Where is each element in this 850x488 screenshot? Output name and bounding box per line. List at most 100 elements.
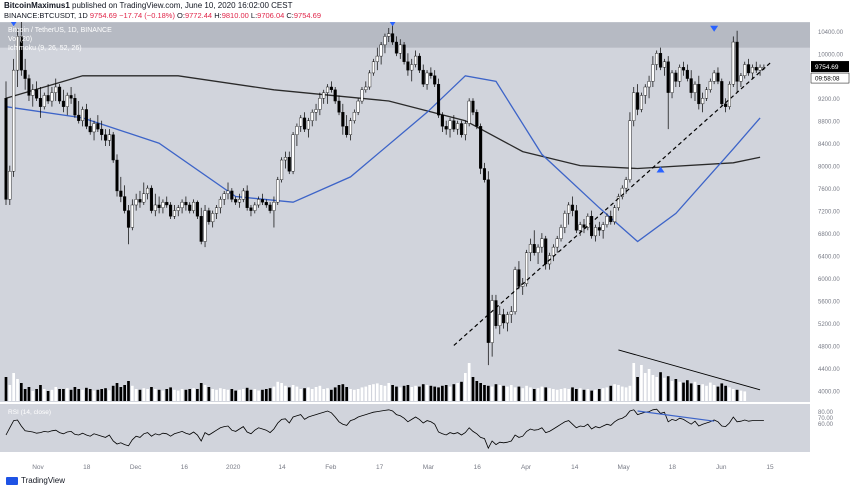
tradingview-logo[interactable]: TradingView: [6, 476, 65, 485]
overlay-volume: Vol (20): [8, 36, 33, 43]
volume-bar: [31, 391, 35, 401]
candle-body: [165, 201, 169, 206]
rsi-tick-label: 70.00: [818, 416, 834, 422]
footer: TradingView: [0, 474, 850, 488]
candle-body: [605, 216, 609, 225]
candle-body: [42, 95, 46, 107]
candle-body: [544, 238, 548, 265]
price-tick-label: 6400.00: [818, 255, 840, 261]
open-value: 9772.44: [184, 11, 213, 20]
volume-bar: [169, 387, 172, 401]
volume-bar: [364, 386, 368, 401]
price-tick-label: 6000.00: [818, 277, 840, 283]
volume-bar: [494, 384, 498, 401]
volume-bar: [640, 365, 643, 401]
publish-line: BitcoinMaximus1 published on TradingView…: [4, 1, 292, 10]
candle-body: [379, 44, 383, 57]
candle-body: [459, 123, 464, 135]
volume-bar: [728, 387, 731, 401]
chart-header: BitcoinMaximus1 published on TradingView…: [0, 0, 850, 22]
volume-bar: [130, 385, 134, 401]
high-value: 9810.00: [221, 11, 249, 20]
volume-bar: [280, 383, 283, 401]
volume-bar: [85, 387, 88, 401]
volume-bar: [525, 385, 528, 401]
candle-body: [559, 227, 563, 239]
candlestick-chart[interactable]: 10400.0010000.009600.009200.008800.00840…: [0, 19, 850, 474]
volume-bar: [395, 386, 398, 401]
volume-bar: [100, 389, 104, 401]
volume-bar: [421, 384, 425, 401]
candle-body: [704, 89, 709, 99]
candle-body: [440, 114, 444, 127]
volume-bar: [241, 389, 245, 401]
candle-body: [486, 179, 490, 343]
volume-bar: [605, 387, 609, 401]
candle-body: [8, 171, 12, 200]
candle-body: [142, 193, 146, 203]
candle-body: [712, 72, 716, 82]
candle-body: [35, 89, 39, 99]
candle-body: [176, 207, 180, 211]
candle-body: [582, 224, 586, 228]
volume-bar: [211, 389, 215, 401]
candle-body: [597, 227, 601, 231]
volume-bar: [724, 385, 727, 401]
candle-body: [402, 44, 406, 62]
time-tick-label: Mar: [423, 464, 435, 471]
volume-bar: [318, 385, 322, 401]
volume-bar: [375, 383, 379, 401]
volume-bar: [268, 388, 272, 401]
candle-body: [674, 72, 678, 82]
volume-bar: [69, 389, 73, 401]
candle-body: [280, 159, 284, 180]
candle-body: [161, 201, 165, 208]
volume-bar: [226, 389, 230, 401]
candle-body: [624, 179, 628, 189]
candle-body: [31, 89, 35, 96]
candle-body: [555, 238, 559, 248]
candle-body: [84, 109, 88, 127]
volume-bar: [506, 386, 509, 401]
volume-bar: [578, 388, 582, 401]
price-tick-label: 4800.00: [818, 344, 840, 350]
price-tick-label: 8800.00: [818, 120, 840, 126]
candle-body: [172, 210, 176, 217]
moving-average-black: [5, 75, 761, 170]
time-tick-label: 15: [766, 464, 774, 471]
time-tick-label: 17: [376, 464, 384, 471]
volume-bar: [310, 389, 314, 401]
candle-body: [46, 95, 50, 102]
volume-bar: [299, 389, 303, 401]
volume-bar: [199, 383, 203, 401]
volume-bar: [555, 389, 559, 401]
volume-bar: [253, 389, 257, 401]
candle-body: [73, 98, 77, 116]
candle-body: [681, 67, 686, 71]
volume-bar: [739, 390, 743, 401]
volume-bar: [50, 389, 54, 401]
candle-body: [15, 36, 20, 71]
time-axis-bg: [0, 452, 850, 474]
volume-bar: [138, 389, 142, 401]
moving-average-blue: [5, 75, 761, 243]
volume-bar: [716, 386, 720, 401]
candle-body: [505, 314, 509, 324]
volume-bar: [264, 389, 268, 401]
time-tick-label: Dec: [130, 464, 142, 471]
chart-area[interactable]: 10400.0010000.009600.009200.008800.00840…: [0, 19, 850, 474]
price-tick-label: 8000.00: [818, 165, 840, 171]
volume-bar: [19, 383, 23, 401]
volume-bar: [42, 389, 46, 401]
candle-body: [111, 134, 115, 161]
volume-bar: [448, 386, 452, 401]
volume-bar: [230, 389, 234, 401]
candle-body: [218, 199, 222, 208]
volume-bar: [686, 380, 689, 401]
volume-bar: [379, 385, 383, 401]
volume-bar: [586, 389, 590, 401]
volume-bar: [536, 388, 540, 401]
candle-body: [257, 199, 261, 206]
publisher-name[interactable]: BitcoinMaximus1: [4, 1, 70, 10]
volume-bar: [708, 382, 712, 401]
